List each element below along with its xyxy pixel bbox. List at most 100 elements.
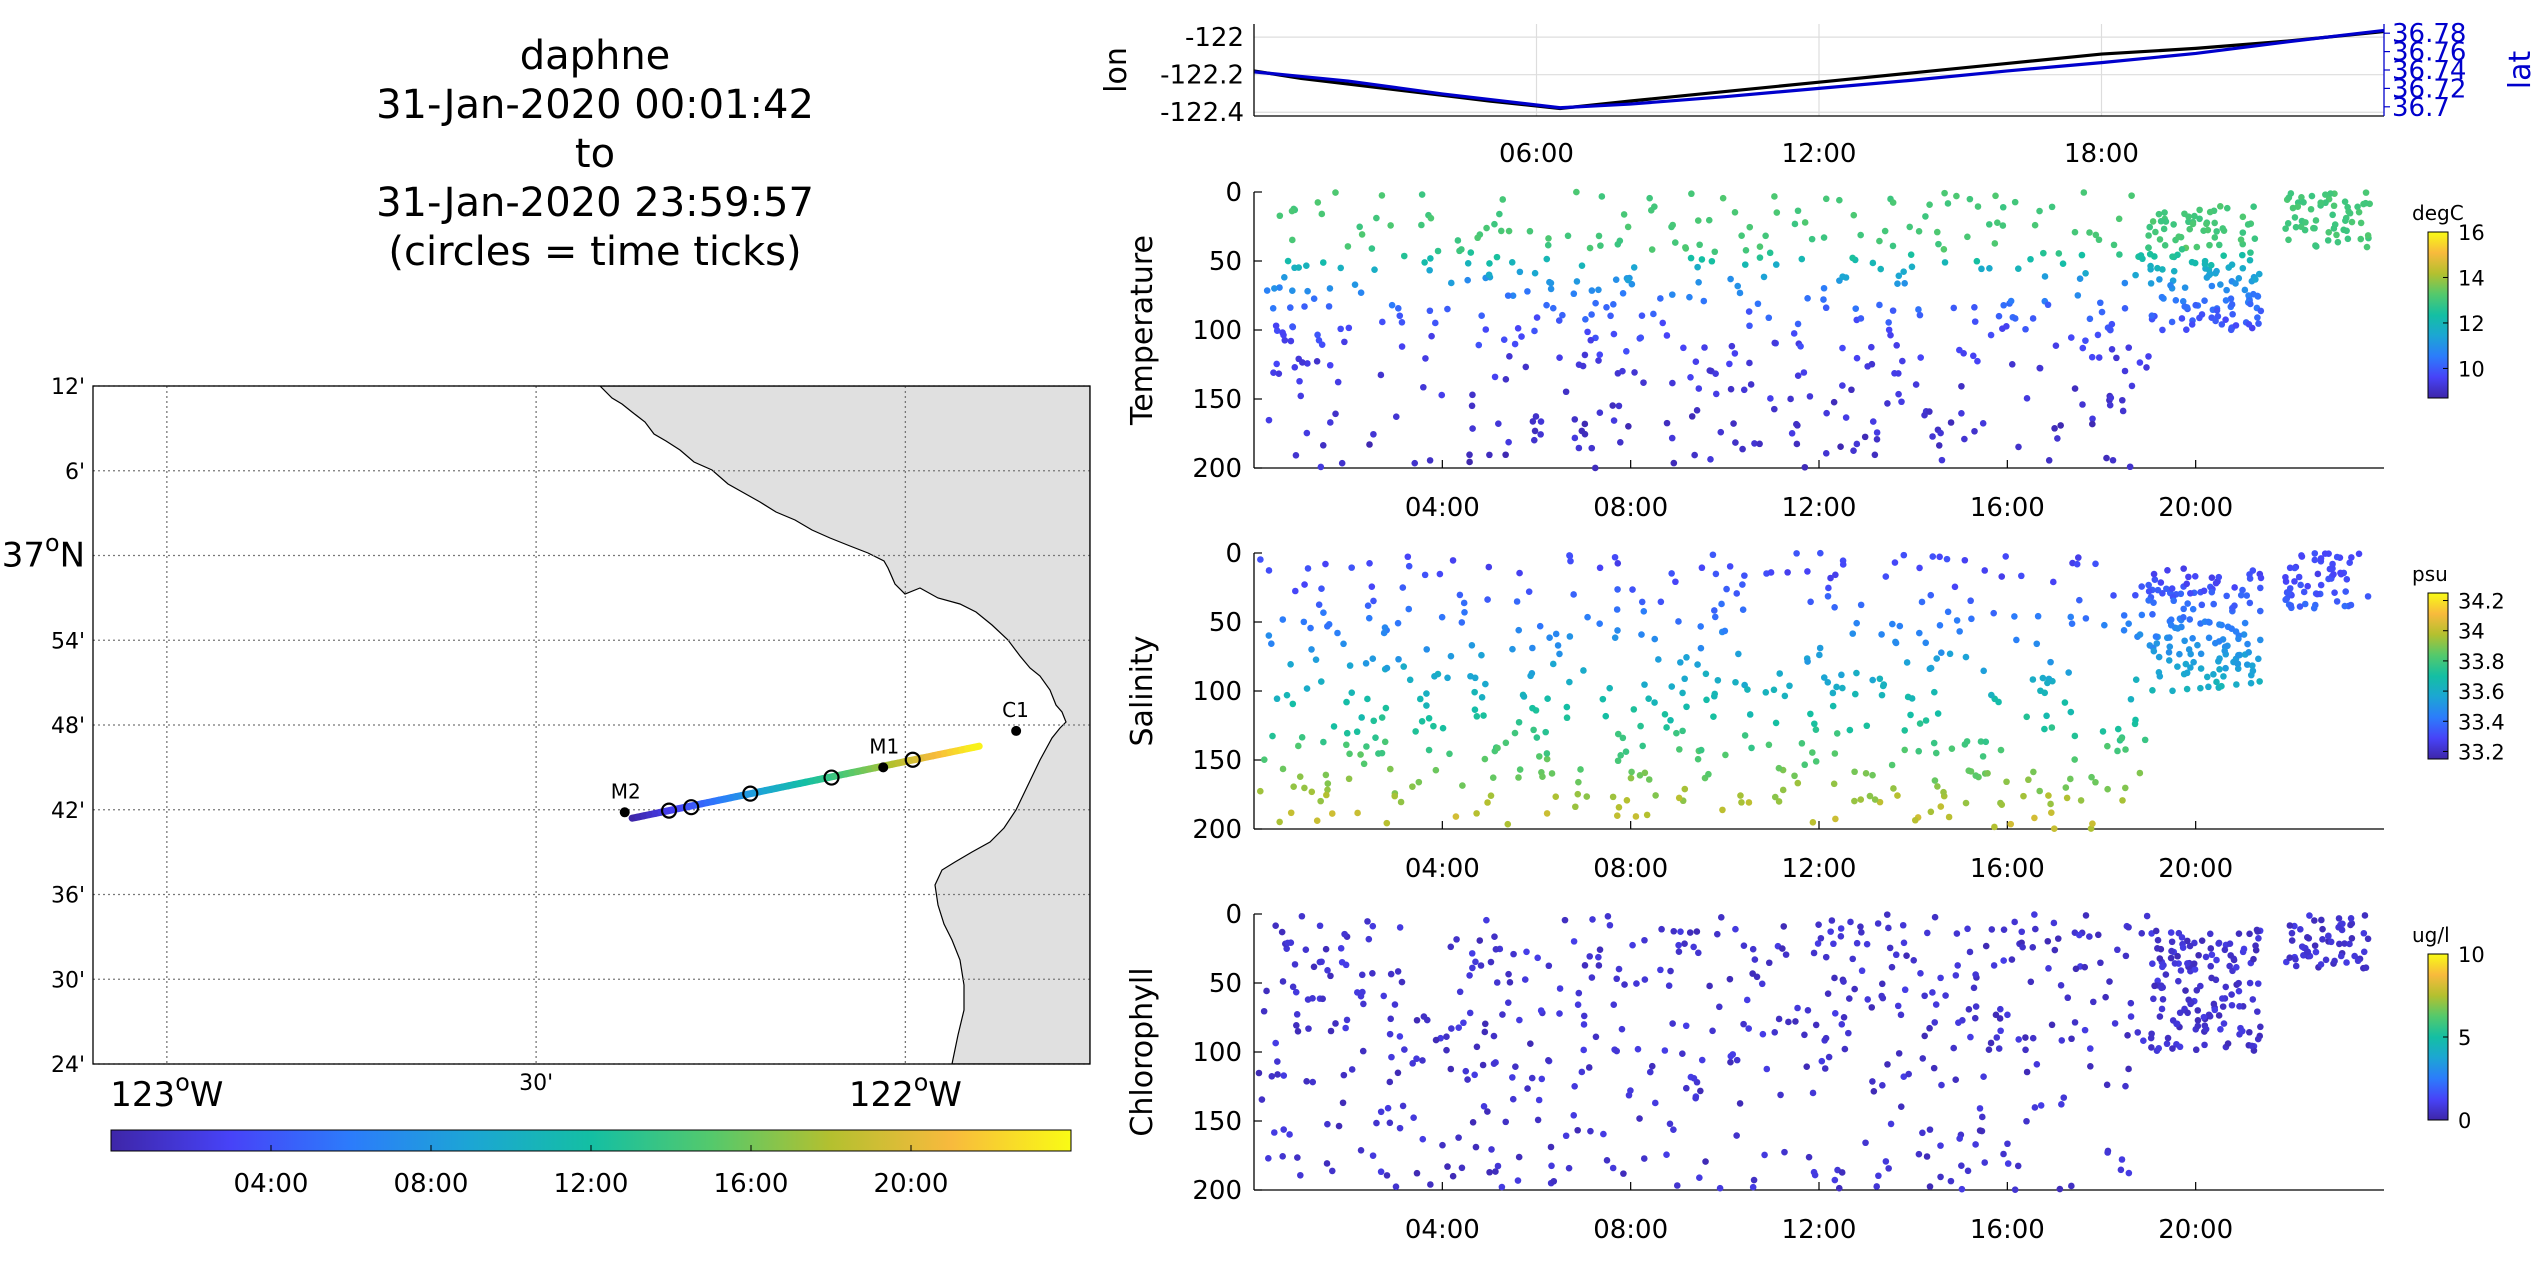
temp-panel-point xyxy=(1917,354,1924,361)
sal-panel-point xyxy=(2249,567,2257,574)
temp-panel-point xyxy=(1319,259,1327,266)
temp-panel-point xyxy=(2067,334,2075,341)
temp-panel-point xyxy=(1418,221,1425,229)
temp-panel-point xyxy=(1820,296,1827,303)
sal-panel-point xyxy=(1484,596,1491,603)
temp-panel-point xyxy=(1741,261,1749,268)
sal-panel-point xyxy=(1596,620,1603,627)
temp-panel-point xyxy=(1663,419,1671,427)
sal-panel-point xyxy=(1946,650,1954,658)
sal-panel-point xyxy=(1303,685,1311,692)
temp-panel-point xyxy=(2254,292,2261,300)
temp-panel-point xyxy=(2015,443,2022,451)
sal-panel-point xyxy=(2114,747,2121,755)
sal-panel-point xyxy=(1387,765,1394,773)
chl-panel-point xyxy=(1657,966,1664,974)
temp-panel-point xyxy=(1616,237,1624,245)
chl-panel-point xyxy=(1929,989,1936,996)
sal-panel-point xyxy=(2237,591,2245,599)
temp-panel-point xyxy=(1464,260,1472,267)
chl-panel-point xyxy=(2228,1001,2236,1009)
sal-panel-point xyxy=(1744,686,1751,693)
sal-panel-point xyxy=(1368,583,1376,590)
temp-panel-point xyxy=(1334,378,1342,386)
sal-panel-ytick-label: 50 xyxy=(1209,608,1242,638)
temp-panel-point xyxy=(2059,260,2067,268)
chl-panel-point xyxy=(1886,944,1894,952)
chl-panel-point xyxy=(1527,1040,1534,1048)
temp-panel-point xyxy=(2212,317,2219,325)
chl-panel-point xyxy=(1490,1060,1498,1068)
temp-panel-point xyxy=(1669,221,1677,229)
sal-panel-point xyxy=(2310,604,2318,612)
sal-panel-ylabel: Salinity xyxy=(1125,636,1160,747)
sal-panel-point xyxy=(2174,625,2182,632)
sal-panel-point xyxy=(1570,591,1577,598)
sal-panel-point xyxy=(1542,728,1549,736)
chl-panel-point xyxy=(1697,1087,1704,1095)
chl-panel-point xyxy=(1504,999,1512,1006)
sal-panel-point xyxy=(1265,632,1273,639)
chl-panel-point xyxy=(1726,975,1734,983)
sal-panel-point xyxy=(1606,684,1613,692)
chl-panel-point xyxy=(2318,916,2325,924)
chl-panel-point xyxy=(2341,940,2348,947)
temp-panel-point xyxy=(2183,326,2190,333)
sal-panel-point xyxy=(1869,676,1876,684)
temp-panel-point xyxy=(1511,340,1519,348)
sal-panel-point xyxy=(2317,581,2325,589)
sal-panel-point xyxy=(1348,689,1356,696)
sal-panel-point xyxy=(1668,683,1676,690)
sal-panel-point xyxy=(1916,720,1924,727)
chl-panel-point xyxy=(2235,979,2242,987)
temp-panel-point xyxy=(2255,320,2262,327)
sal-panel-point xyxy=(2231,584,2238,591)
chl-panel-point xyxy=(1537,1007,1545,1014)
temp-panel-point xyxy=(2282,225,2289,232)
sal-panel-point xyxy=(2329,560,2336,568)
chl-panel-point xyxy=(2148,1044,2155,1051)
temp-panel-point xyxy=(1544,241,1552,249)
sal-panel-point xyxy=(2183,669,2191,677)
chl-panel-point xyxy=(1777,1091,1784,1099)
temp-panel-point xyxy=(1357,289,1365,297)
chl-panel-point xyxy=(1303,1078,1310,1085)
sal-panel-point xyxy=(2301,600,2309,608)
chl-panel-point xyxy=(1506,979,1514,986)
sal-panel-point xyxy=(1812,726,1820,733)
temp-panel-point xyxy=(2027,255,2034,263)
sal-panel-point xyxy=(1614,757,1622,765)
temp-panel-point xyxy=(1762,232,1769,240)
temp-panel-point xyxy=(1889,307,1897,314)
temp-panel-point xyxy=(1950,304,1958,312)
sal-panel-point xyxy=(2166,634,2173,641)
temp-panel-point xyxy=(2008,360,2016,368)
chl-panel-point xyxy=(1634,1045,1642,1053)
sal-panel-point xyxy=(1998,801,2006,809)
chl-panel-point xyxy=(2159,995,2167,1003)
sal-panel-point xyxy=(1318,585,1325,593)
temp-panel-point xyxy=(2161,209,2168,216)
temp-panel-point xyxy=(1771,405,1778,413)
chl-panel-point xyxy=(1921,992,1928,1000)
chl-panel-point xyxy=(2158,1005,2166,1013)
sal-panel-point xyxy=(1520,693,1528,700)
sal-panel-point xyxy=(2189,605,2197,613)
temp-panel-point xyxy=(1304,287,1311,295)
chl-panel-point xyxy=(1947,1177,1955,1185)
sal-panel-point xyxy=(1307,624,1314,632)
sal-panel-point xyxy=(1809,819,1817,826)
sal-panel-point xyxy=(2300,588,2308,596)
sal-panel-point xyxy=(1320,609,1327,616)
temp-panel-point xyxy=(1337,264,1345,272)
chl-panel-point xyxy=(2335,924,2342,931)
chl-panel-point xyxy=(1469,1118,1477,1126)
chl-panel-point xyxy=(2298,943,2306,950)
sal-panel-point xyxy=(2153,640,2161,647)
sal-panel-point xyxy=(1300,618,1308,626)
chl-panel-point xyxy=(1666,1120,1674,1128)
chl-panel-point xyxy=(1265,1155,1272,1162)
temp-panel-point xyxy=(1915,306,1922,313)
chl-panel-point xyxy=(2000,1150,2007,1158)
